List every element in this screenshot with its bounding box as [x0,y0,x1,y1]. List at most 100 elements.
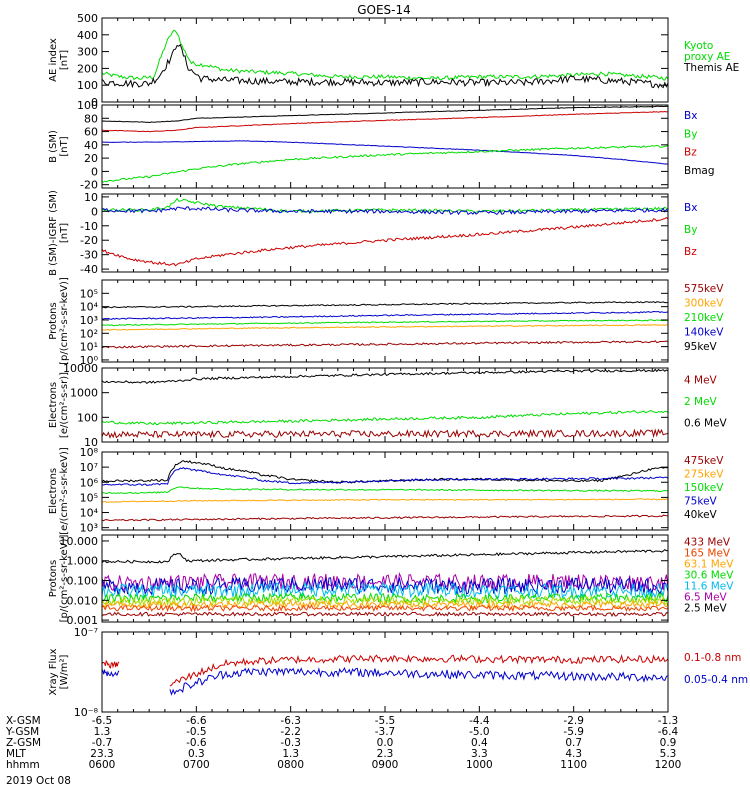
series-line-2 [102,110,668,133]
series-line-3 [102,486,668,495]
ephemeris-value: 2.3 [377,748,394,760]
y-tick-label: 20 [84,152,98,165]
figure-title: GOES-14 [357,3,411,17]
y-tick-label: 10⁵ [80,287,98,300]
y-axis-label: Electrons[e/(cm²-s-sr)] [48,372,70,438]
series-line-4 [169,666,668,696]
ephemeris-value: -6.5 [92,715,113,727]
y-tick-label: -20 [80,179,98,192]
legend-entry: 95keV [684,341,718,353]
y-tick-label: 10³ [80,314,98,327]
y-axis-label: B (SM)[nT] [48,130,70,163]
y-tick-label: -30 [80,249,98,262]
ephemeris-value: -2.2 [280,726,301,738]
ephemeris-value: -2.9 [563,715,584,727]
legend-entry: 0.05-0.4 nm [684,674,748,686]
series-line-3 [102,319,668,327]
y-tick-label: 10 [84,436,98,449]
legend-entry: 0.6 MeV [684,417,728,429]
legend-entry: By [684,128,697,140]
ephemeris-value: -4.4 [469,715,490,727]
legend-entry: Kyoto proxy AE [684,40,730,63]
legend-entry: Bx [684,110,697,122]
y-tick-label: 10⁸ [80,446,99,459]
ephemeris-value: -5.9 [563,726,584,738]
legend-entry: 75keV [684,496,718,508]
ephemeris-value: 0.3 [188,748,205,760]
y-tick-label: 10⁴ [80,301,99,314]
ephemeris-value: 1200 [655,759,682,771]
y-tick-label: 100 [77,99,98,112]
series-line-2 [102,466,668,487]
legend-entry: Bmag [684,165,715,177]
y-tick-label: 0 [91,165,98,178]
legend-entry: Themis AE [683,62,739,74]
panel-5-legend: 4 MeV 2 MeV 0.6 MeV [684,375,728,430]
ephemeris-value: 1000 [466,759,493,771]
panel-3-legend: Bx By Bz [684,202,697,258]
series-line-5 [102,514,668,522]
legend-entry: 150keV [684,482,724,494]
series-line-2 [102,310,668,320]
panel-1-series [102,29,668,89]
y-tick-label: 80 [84,112,98,125]
y-tick-label: 100 [77,411,98,424]
ephemeris-table: X-GSMY-GSMZ-GSMMLThhmm-6.51.3-0.723.3060… [5,715,681,771]
y-tick-label: 10⁻⁷ [74,626,98,639]
y-axis-label: Electrons[e/(cm²-s-sr-keV)] [48,447,70,535]
panel-8: 10⁻⁸ 10⁻⁷ Xray Flux[W/m²] 0.1-0.8 nm 0.05-0.… [48,626,748,719]
ephemeris-value: -5.0 [469,726,490,738]
legend-entry: By [684,224,697,236]
series-line-1 [102,29,668,81]
ephemeris-value: -0.6 [186,737,207,749]
y-axis-label: AE index[nT] [48,38,70,82]
ephemeris-value: 23.3 [90,748,113,760]
date-label: 2019 Oct 08 [6,775,71,787]
legend-entry: Bz [684,147,697,159]
series-line-3 [102,216,668,267]
y-tick-label: 10000 [63,362,98,375]
legend-entry: 40keV [684,509,718,521]
ephemeris-value: -5.5 [375,715,396,727]
legend-entry: 165 MeV [684,548,731,560]
ephemeris-label: Z-GSM [6,737,41,749]
legend-entry: 0.1-0.8 nm [684,652,741,664]
y-tick-label: 10⁶ [80,476,99,489]
y-tick-label: 0 [91,96,98,109]
legend-entry: 30.6 MeV [684,570,734,582]
y-tick-label: 0.010 [67,594,99,607]
series-line-2 [169,654,668,687]
panel-6-series [102,460,668,522]
ephemeris-value: 1.3 [282,748,299,760]
series-line-8 [102,603,668,613]
y-axis-label: B (SM)-IGRF (SM)[nT] [48,190,70,276]
series-line-3 [102,576,668,597]
legend-entry: 63.1 MeV [684,559,734,571]
legend-entry: 275keV [684,468,724,480]
panel-4-series [102,301,668,349]
panel-8-legend: 0.1-0.8 nm 0.05-0.4 nm [684,652,748,686]
y-tick-label: -10 [80,220,98,233]
y-tick-label: 10² [80,327,98,340]
y-tick-label: 40 [84,139,98,152]
panel-frame [101,17,669,103]
y-tick-label: 100 [77,79,98,92]
ephemeris-value: 1100 [560,759,587,771]
series-line-2 [102,206,668,216]
panel-7-series [102,548,668,617]
series-line-2 [102,43,668,89]
series-line-1 [102,301,668,309]
series-line-6 [102,594,668,608]
ephemeris-value: 0700 [183,759,210,771]
ephemeris-label: hhmm [6,759,40,771]
series-line-4 [102,498,668,503]
ephemeris-value: -1.3 [658,715,679,727]
legend-entry: 4 MeV [684,375,718,387]
panel-2-legend: Bx By Bz Bmag [684,110,715,177]
series-line-3 [102,140,668,165]
legend-entry: 300keV [684,298,724,310]
